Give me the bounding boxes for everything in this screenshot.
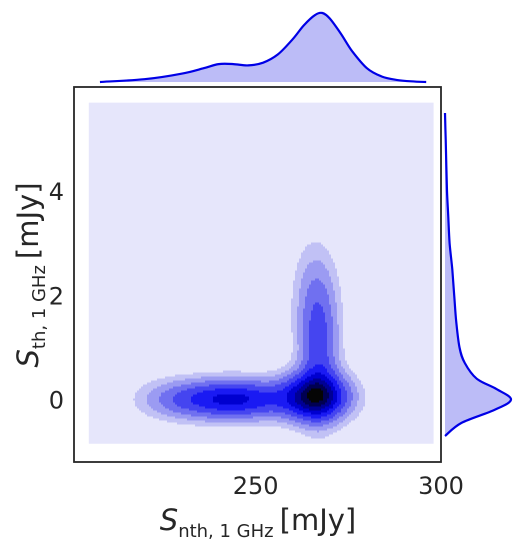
marginal-x-fill — [99, 12, 427, 82]
marginal-x-line — [99, 11, 427, 84]
plot-frame — [73, 86, 442, 463]
axis-ticks: 250 300 0 2 4 — [49, 178, 464, 500]
marginal-x-density — [99, 11, 427, 84]
y-tick-label: 0 — [49, 387, 64, 415]
kde-contour-level-9 — [306, 388, 323, 403]
joint-kde-plot — [73, 86, 442, 463]
x-axis-title: Snth, 1 GHz [mJy] — [160, 503, 356, 542]
x-tick-label: 250 — [233, 472, 279, 500]
marginal-y-line — [443, 112, 513, 437]
marginal-y-fill — [445, 113, 512, 436]
x-tick-label: 300 — [418, 472, 464, 500]
y-tick-label: 4 — [49, 178, 64, 206]
y-tick-label: 2 — [49, 282, 64, 310]
y-axis-title: Sth, 1 GHz[mJy] — [11, 182, 50, 367]
marginal-y-density — [443, 112, 513, 437]
